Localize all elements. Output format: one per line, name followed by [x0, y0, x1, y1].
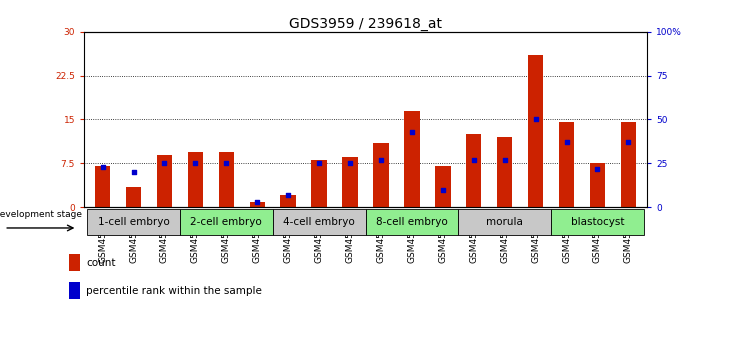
- Bar: [69, 282, 80, 299]
- Text: count: count: [86, 258, 115, 268]
- Point: [282, 192, 294, 198]
- Bar: [404, 111, 420, 207]
- Bar: [311, 160, 327, 207]
- Bar: [273, 209, 366, 235]
- Bar: [497, 137, 512, 207]
- Point: [406, 129, 417, 135]
- Title: GDS3959 / 239618_at: GDS3959 / 239618_at: [289, 17, 442, 31]
- Bar: [69, 255, 80, 271]
- Text: 4-cell embryo: 4-cell embryo: [283, 217, 355, 227]
- Bar: [435, 166, 450, 207]
- Bar: [281, 195, 296, 207]
- Bar: [126, 187, 141, 207]
- Bar: [551, 209, 644, 235]
- Point: [159, 160, 170, 166]
- Point: [128, 169, 140, 175]
- Bar: [188, 152, 203, 207]
- Text: 8-cell embryo: 8-cell embryo: [376, 217, 448, 227]
- Bar: [621, 122, 636, 207]
- Bar: [466, 134, 482, 207]
- Bar: [180, 209, 273, 235]
- Text: percentile rank within the sample: percentile rank within the sample: [86, 286, 262, 296]
- Bar: [249, 202, 265, 207]
- Text: development stage: development stage: [0, 210, 82, 219]
- Point: [530, 117, 542, 122]
- Bar: [558, 122, 575, 207]
- Bar: [590, 163, 605, 207]
- Point: [623, 139, 635, 145]
- Bar: [374, 143, 389, 207]
- Point: [189, 160, 201, 166]
- Point: [314, 160, 325, 166]
- Text: 1-cell embryo: 1-cell embryo: [98, 217, 170, 227]
- Point: [221, 160, 232, 166]
- Bar: [87, 209, 180, 235]
- Bar: [458, 209, 551, 235]
- Text: 2-cell embryo: 2-cell embryo: [191, 217, 262, 227]
- Point: [251, 199, 263, 205]
- Bar: [366, 209, 458, 235]
- Bar: [528, 55, 543, 207]
- Bar: [95, 166, 110, 207]
- Point: [375, 157, 387, 162]
- Point: [561, 139, 572, 145]
- Bar: [342, 158, 357, 207]
- Text: morula: morula: [486, 217, 523, 227]
- Text: blastocyst: blastocyst: [571, 217, 624, 227]
- Point: [499, 157, 510, 162]
- Bar: [156, 154, 173, 207]
- Point: [96, 164, 108, 170]
- Point: [468, 157, 480, 162]
- Bar: [219, 152, 234, 207]
- Point: [591, 166, 603, 171]
- Point: [344, 160, 356, 166]
- Point: [437, 187, 449, 193]
